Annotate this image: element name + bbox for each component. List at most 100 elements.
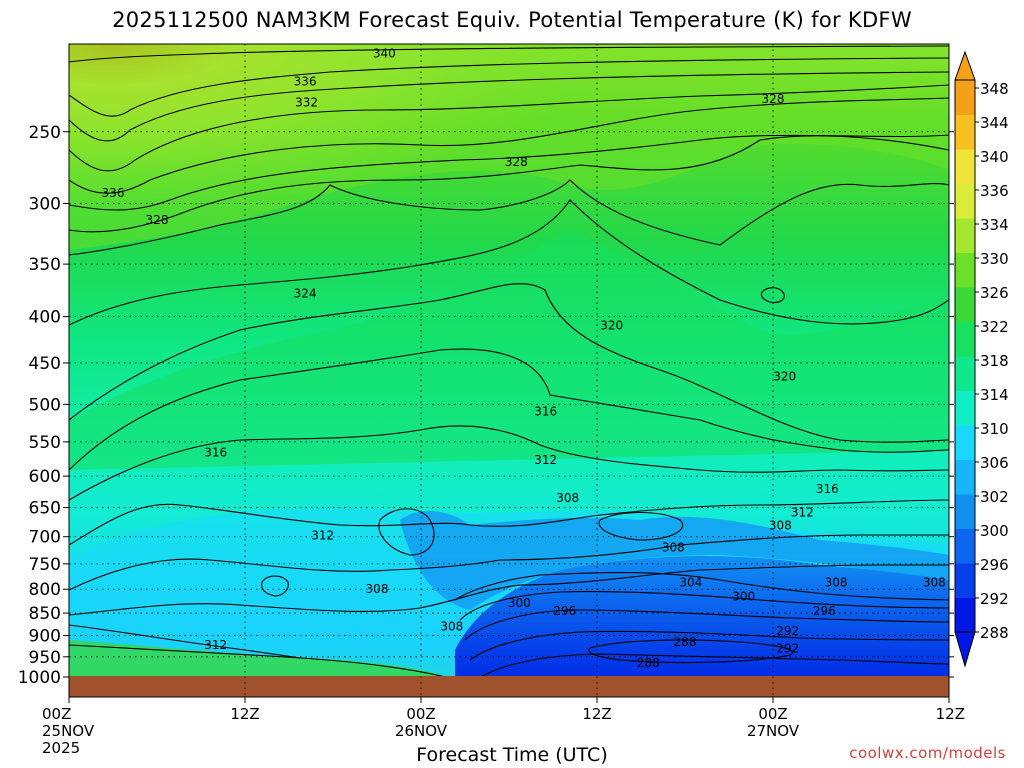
x-tick-label: 12Z: [936, 705, 965, 723]
colorbar-label: 340: [980, 148, 1009, 166]
contour-line: [69, 71, 949, 142]
contour-label: 312: [311, 529, 334, 543]
credit-link[interactable]: coolwx.com/models: [849, 744, 1006, 762]
x-tick-year: 2025: [42, 739, 80, 757]
colorbar-swatch: [955, 321, 975, 357]
contour-line: [69, 425, 949, 501]
colorbar-label: 314: [980, 386, 1009, 404]
colorbar-swatch: [955, 459, 975, 495]
colorbar-label: 292: [980, 590, 1009, 608]
x-axis-title: Forecast Time (UTC): [416, 744, 608, 766]
contour-label: 312: [791, 505, 814, 519]
contour-line: [69, 283, 949, 443]
contour-line: [69, 57, 949, 117]
colorbar-top-arrow: [954, 50, 976, 81]
contour-line: [760, 287, 785, 304]
colorbar-swatch: [955, 494, 975, 529]
colorbar-frame: [954, 79, 976, 633]
x-tick-label: 00Z: [758, 705, 787, 723]
contour-label: 308: [923, 575, 946, 589]
y-tick-label: 700: [29, 528, 61, 548]
colorbar-label: 330: [980, 250, 1009, 268]
y-tick-label: 350: [29, 255, 61, 275]
contour-label: 288: [674, 635, 697, 649]
contour-label: 288: [637, 656, 660, 670]
chart-title: 2025112500 NAM3KM Forecast Equiv. Potent…: [112, 8, 912, 32]
colorbar-swatch: [955, 252, 975, 288]
colorbar-swatch: [955, 80, 975, 115]
colorbar-swatch: [955, 149, 975, 184]
colorbar-label: 288: [980, 624, 1009, 642]
contour-label: 308: [825, 575, 848, 589]
contour-label: 328: [505, 155, 528, 169]
contour-line: [69, 499, 949, 546]
y-tick-label: 300: [29, 194, 61, 214]
x-tick-label: 00Z: [406, 705, 435, 723]
contour-label: 296: [553, 604, 576, 618]
colorbar-swatch: [955, 425, 975, 460]
contour-line: [69, 179, 949, 256]
plot-frame: [68, 43, 950, 698]
colorbar-bottom-arrow: [954, 631, 976, 668]
colorbar-label: 334: [980, 216, 1009, 234]
cold-pool: [455, 555, 949, 690]
colorbar-swatch: [955, 563, 975, 598]
contour-label: 308: [769, 518, 792, 532]
contour-line: [69, 97, 949, 194]
contour-line: [588, 639, 793, 664]
y-tick-label: 400: [29, 308, 61, 328]
y-tick-label: 800: [29, 580, 61, 600]
contour-label: 336: [294, 74, 317, 88]
contour-label: 332: [295, 95, 318, 109]
contour-label: 308: [662, 540, 685, 554]
y-tick-label: 500: [29, 395, 61, 415]
contour-label: 320: [600, 318, 623, 332]
contour-label: 320: [773, 370, 796, 384]
contour-line: [69, 134, 949, 211]
contour-label: 296: [813, 604, 836, 618]
colorbar-swatch: [955, 390, 975, 426]
colorbar-label: 318: [980, 352, 1009, 370]
colorbar-label: 302: [980, 488, 1009, 506]
contour-line: [69, 564, 949, 616]
contour-label: 304: [679, 575, 702, 589]
y-tick-label: 1000: [18, 668, 61, 688]
contour-label: 292: [776, 624, 799, 638]
contour-label: 312: [204, 638, 227, 652]
x-tick-label: 12Z: [230, 705, 259, 723]
contour-label: 308: [366, 582, 389, 596]
colorbar-swatch: [955, 218, 975, 253]
contour-line: [598, 511, 683, 541]
contour-label: 308: [440, 620, 463, 634]
ground-surface: [69, 676, 949, 697]
colorbar-label: 326: [980, 284, 1009, 302]
y-tick-label: 550: [29, 433, 61, 453]
y-tick-label: 450: [29, 354, 61, 374]
colorbar-label: 336: [980, 182, 1009, 200]
contour-label: 340: [373, 47, 396, 61]
contour-line: [69, 84, 949, 172]
grid-lines: [69, 44, 949, 697]
contour-label: 336: [102, 186, 125, 200]
colorbar-swatch: [955, 287, 975, 322]
colorbar-label: 344: [980, 114, 1009, 132]
colorbar-label: 300: [980, 522, 1009, 540]
y-tick-label: 900: [29, 627, 61, 647]
contour-label: 316: [204, 445, 227, 459]
y-tick-label: 950: [29, 648, 61, 668]
colorbar-label: 322: [980, 318, 1009, 336]
x-tick-date: 25NOV: [42, 722, 95, 740]
contour-line: [69, 135, 949, 233]
colorbar-label: 310: [980, 420, 1009, 438]
y-tick-label: 600: [29, 467, 61, 487]
colorbar-swatch: [955, 183, 975, 219]
y-tick-label: 850: [29, 604, 61, 624]
contour-line: [69, 45, 949, 63]
contour-line: [454, 572, 949, 601]
colorbar-label: 296: [980, 556, 1009, 574]
contour-line: [261, 575, 289, 597]
x-tick-date: 27NOV: [747, 722, 800, 740]
contour-label: 316: [534, 404, 557, 418]
